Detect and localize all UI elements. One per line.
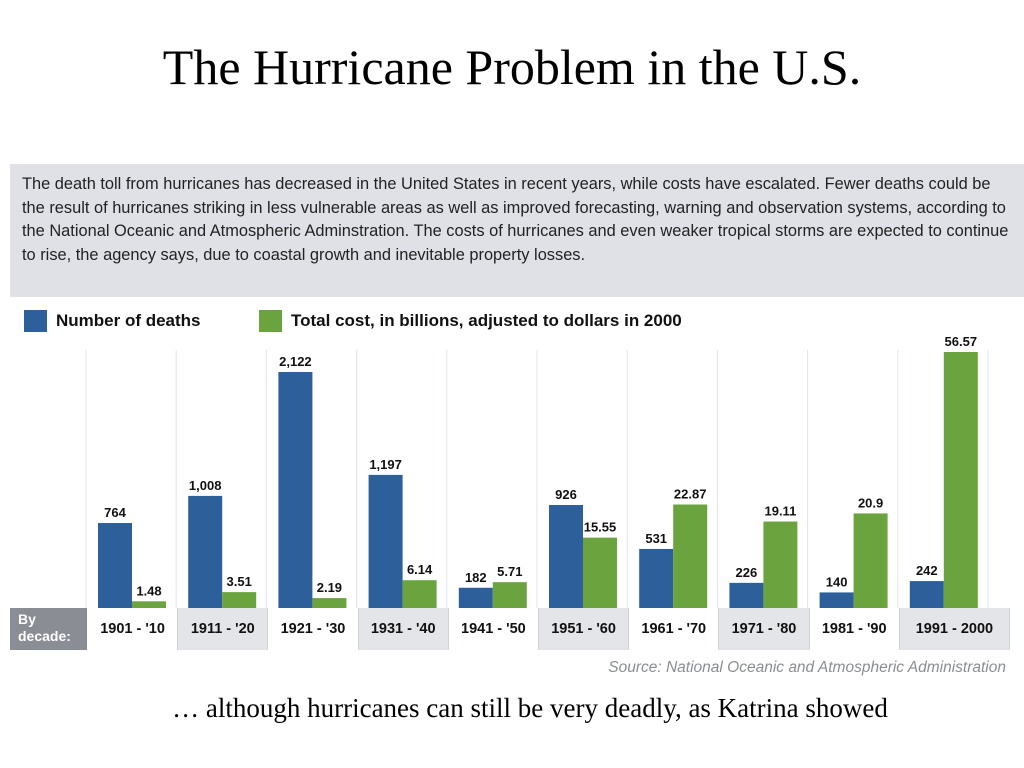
deaths-value-label: 1,197 [369, 457, 402, 472]
cost-value-label: 6.14 [407, 562, 433, 577]
cost-bar [492, 582, 527, 608]
cost-value-label: 5.71 [497, 564, 522, 579]
cost-bar [402, 580, 437, 608]
deaths-bar [458, 587, 493, 608]
source-note: Source: National Oceanic and Atmospheric… [608, 659, 1006, 676]
deaths-bar [729, 582, 764, 608]
cost-value-label: 56.57 [945, 334, 978, 349]
cost-bar [222, 592, 257, 608]
decade-label: 1901 - '10 [88, 608, 179, 650]
legend-swatch-deaths [24, 310, 47, 332]
cost-value-label: 19.11 [764, 504, 796, 519]
deaths-value-label: 764 [104, 505, 126, 520]
deaths-value-label: 1,008 [189, 478, 222, 493]
deaths-value-label: 140 [826, 574, 848, 589]
cost-bar [132, 601, 166, 608]
bar-chart: 764 1,008 2,122 1,197 182 926 531 226 140 242 1.48… [85, 334, 989, 608]
deaths-bar [639, 548, 674, 608]
cost-value-label: 22.87 [674, 487, 707, 502]
legend-label-deaths: Number of deaths [56, 311, 201, 330]
deaths-bar [549, 505, 583, 608]
decade-axis: By decade: 1901 - '10 1911 - '20 1921 - '30… [10, 608, 1010, 650]
cost-value-label: 2.19 [317, 580, 342, 595]
cost-bar [853, 513, 888, 608]
cost-value-label: 1.48 [136, 583, 161, 598]
decade-label: 1951 - '60 [539, 608, 630, 650]
cost-bar [312, 598, 347, 608]
cost-bar [583, 537, 617, 608]
legend-label-cost: Total cost, in billions, adjusted to dol… [291, 311, 682, 330]
decade-label: 1981 - '90 [809, 608, 900, 650]
cost-value-label: 15.55 [584, 520, 617, 535]
deaths-value-label: 2,122 [279, 354, 312, 369]
decade-label: 1931 - '40 [358, 608, 449, 650]
decade-label: 1961 - '70 [629, 608, 720, 650]
legend-swatch-cost [259, 310, 282, 332]
slide-title: The Hurricane Problem in the U.S. [162, 39, 862, 95]
decade-label: 1971 - '80 [719, 608, 810, 650]
slide-caption: … although hurricanes can still be very … [172, 693, 888, 723]
decade-axis-label: By decade: [10, 608, 87, 650]
cost-value-label: 20.9 [858, 495, 883, 510]
decade-label: 1991 - 2000 [899, 608, 1010, 650]
decade-label: 1921 - '30 [268, 608, 359, 650]
decade-label: 1911 - '20 [178, 608, 269, 650]
chart-description: The death toll from hurricanes has decre… [10, 164, 1024, 297]
deaths-bar [188, 495, 223, 608]
deaths-bar [368, 474, 403, 608]
deaths-bar [278, 372, 313, 608]
decade-label: 1941 - '50 [448, 608, 539, 650]
cost-bar [943, 352, 978, 608]
deaths-bar [98, 523, 132, 608]
cost-value-label: 3.51 [227, 574, 252, 589]
deaths-value-label: 242 [916, 563, 938, 578]
deaths-value-label: 182 [465, 570, 487, 585]
deaths-bar [819, 592, 854, 608]
deaths-value-label: 226 [736, 565, 758, 580]
deaths-value-label: 926 [555, 487, 577, 502]
deaths-value-label: 531 [645, 531, 667, 546]
deaths-bar [909, 581, 944, 608]
cost-bar [673, 504, 708, 608]
cost-bar [763, 521, 798, 608]
